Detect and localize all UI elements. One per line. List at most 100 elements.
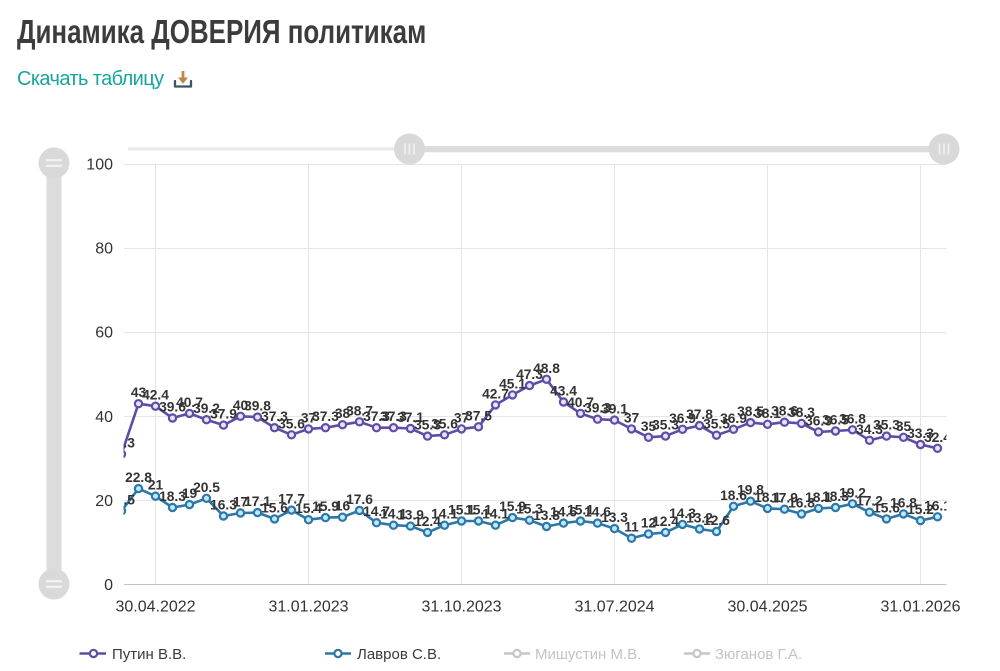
svg-text:12: 12 (641, 516, 657, 531)
svg-text:21: 21 (148, 478, 164, 493)
svg-text:39.1: 39.1 (601, 402, 628, 417)
svg-text:39.8: 39.8 (244, 399, 271, 414)
svg-text:36.5: 36.5 (822, 413, 849, 428)
svg-text:16.1: 16.1 (924, 498, 951, 513)
svg-text:38.1: 38.1 (754, 406, 781, 421)
svg-text:14.1: 14.1 (380, 507, 407, 522)
svg-text:36.8: 36.8 (839, 411, 866, 426)
svg-text:15.9: 15.9 (312, 499, 339, 514)
svg-text:19.8: 19.8 (737, 483, 764, 498)
svg-text:15.6: 15.6 (261, 500, 288, 515)
svg-text:40: 40 (95, 409, 113, 426)
svg-text:12.4: 12.4 (652, 514, 679, 529)
svg-text:17.5: 17.5 (108, 492, 135, 507)
svg-text:60: 60 (95, 325, 113, 342)
svg-text:20: 20 (95, 493, 113, 510)
svg-text:42.7: 42.7 (482, 386, 509, 401)
svg-text:47.3: 47.3 (516, 367, 543, 382)
svg-text:36.3: 36.3 (805, 413, 832, 428)
svg-text:36.9: 36.9 (669, 411, 696, 426)
svg-text:35.5: 35.5 (703, 417, 730, 432)
svg-text:20.5: 20.5 (193, 480, 220, 495)
svg-text:17.7: 17.7 (278, 492, 305, 507)
svg-text:14.1: 14.1 (431, 507, 458, 522)
svg-text:37.3: 37.3 (380, 409, 407, 424)
svg-text:31.3: 31.3 (108, 436, 135, 451)
svg-text:36.9: 36.9 (720, 411, 747, 426)
svg-text:37.1: 37.1 (397, 410, 424, 425)
svg-text:37.3: 37.3 (312, 409, 339, 424)
svg-text:42.4: 42.4 (142, 388, 169, 403)
svg-text:40: 40 (233, 398, 249, 413)
svg-text:18.1: 18.1 (754, 490, 781, 505)
svg-text:40.7: 40.7 (567, 395, 594, 410)
svg-text:18.3: 18.3 (159, 489, 186, 504)
svg-text:35.6: 35.6 (431, 416, 458, 431)
svg-text:13.8: 13.8 (533, 508, 560, 523)
svg-text:15.2: 15.2 (907, 502, 934, 517)
svg-text:39.2: 39.2 (193, 401, 220, 416)
svg-text:14.7: 14.7 (363, 504, 390, 519)
svg-text:35.6: 35.6 (278, 416, 305, 431)
svg-text:15.1: 15.1 (465, 503, 492, 518)
svg-text:17.1: 17.1 (244, 494, 271, 509)
svg-text:31.10.2023: 31.10.2023 (421, 599, 501, 616)
svg-text:39.3: 39.3 (584, 401, 611, 416)
svg-text:19.2: 19.2 (839, 485, 866, 500)
svg-text:38.7: 38.7 (346, 403, 373, 418)
svg-text:15.9: 15.9 (499, 499, 526, 514)
svg-text:38.6: 38.6 (771, 404, 798, 419)
svg-text:45.1: 45.1 (499, 376, 526, 391)
svg-text:16.8: 16.8 (890, 495, 917, 510)
svg-text:16: 16 (335, 499, 351, 514)
svg-text:14.6: 14.6 (550, 505, 577, 520)
svg-text:15.1: 15.1 (567, 503, 594, 518)
svg-text:31.01.2026: 31.01.2026 (880, 599, 960, 616)
svg-text:0: 0 (104, 577, 113, 594)
svg-text:31.01.2023: 31.01.2023 (268, 599, 348, 616)
svg-text:37.3: 37.3 (261, 409, 288, 424)
svg-text:Путин В.В.: Путин В.В. (112, 646, 186, 663)
svg-text:100: 100 (86, 157, 113, 174)
svg-text:14.6: 14.6 (584, 505, 611, 520)
svg-text:32.4: 32.4 (924, 430, 951, 445)
svg-text:48.8: 48.8 (533, 361, 560, 376)
svg-text:38.3: 38.3 (788, 405, 815, 420)
svg-text:37: 37 (454, 410, 470, 425)
svg-text:37.3: 37.3 (363, 409, 390, 424)
svg-text:37.5: 37.5 (465, 408, 492, 423)
svg-text:13.2: 13.2 (686, 511, 713, 526)
svg-text:17.9: 17.9 (771, 491, 798, 506)
svg-text:18.3: 18.3 (822, 489, 849, 504)
svg-text:43: 43 (131, 385, 147, 400)
svg-text:31.07.2024: 31.07.2024 (574, 599, 654, 616)
svg-text:15.4: 15.4 (295, 501, 322, 516)
svg-text:17.2: 17.2 (856, 494, 883, 509)
svg-text:30.04.2022: 30.04.2022 (115, 599, 195, 616)
svg-text:15.6: 15.6 (873, 500, 900, 515)
svg-text:14.3: 14.3 (669, 506, 696, 521)
svg-text:16.3: 16.3 (210, 498, 237, 513)
svg-text:35: 35 (896, 419, 912, 434)
svg-text:17: 17 (233, 495, 249, 510)
svg-text:37: 37 (301, 410, 317, 425)
svg-text:Зюганов Г.А.: Зюганов Г.А. (715, 646, 802, 663)
svg-text:35.3: 35.3 (873, 418, 900, 433)
svg-text:43.4: 43.4 (550, 384, 577, 399)
svg-text:14.1: 14.1 (482, 507, 509, 522)
svg-text:35: 35 (641, 419, 657, 434)
svg-text:13.9: 13.9 (397, 508, 424, 523)
svg-text:38.5: 38.5 (737, 404, 764, 419)
svg-text:30.04.2025: 30.04.2025 (727, 599, 807, 616)
svg-text:37.8: 37.8 (686, 407, 713, 422)
svg-text:40.7: 40.7 (176, 395, 203, 410)
svg-text:15.3: 15.3 (516, 502, 543, 517)
svg-text:37.9: 37.9 (210, 407, 237, 422)
svg-text:18.6: 18.6 (720, 488, 747, 503)
svg-text:35.3: 35.3 (414, 418, 441, 433)
svg-text:35.3: 35.3 (652, 418, 679, 433)
svg-text:38: 38 (335, 406, 351, 421)
svg-text:19: 19 (182, 486, 198, 501)
svg-text:12.6: 12.6 (703, 513, 730, 528)
svg-text:33.3: 33.3 (907, 426, 934, 441)
